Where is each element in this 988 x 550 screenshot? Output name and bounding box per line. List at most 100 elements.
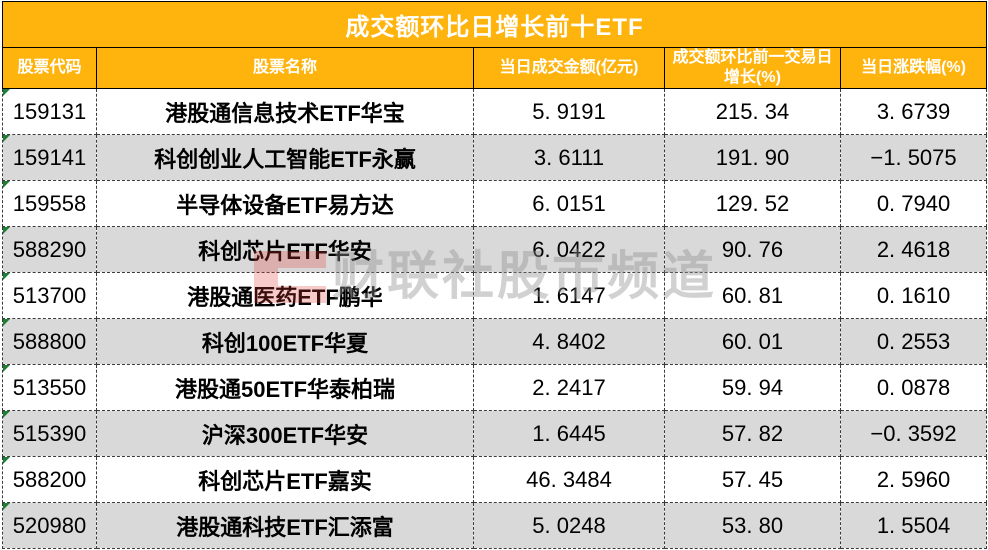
excel-text-indicator-icon [3, 503, 10, 510]
cell-change: −1. 5075 [839, 134, 988, 181]
cell-code-text: 588290 [12, 236, 87, 262]
column-header-growth: 成交额环比前一交易日增长(%) [664, 47, 841, 89]
cell-change-text: 1. 5504 [876, 512, 951, 538]
table-row: 515390 沪深300ETF华安 1. 6445 57. 82 −0. 3592 [2, 410, 988, 457]
cell-change-text: 0. 7940 [876, 190, 951, 216]
cell-name-text: 科创芯片ETF华安 [198, 238, 372, 264]
cell-growth: 59. 94 [664, 364, 841, 411]
column-header-name: 股票名称 [96, 47, 474, 89]
excel-text-indicator-icon [3, 411, 10, 418]
cell-change: 2. 5960 [839, 456, 988, 503]
column-header-amount: 当日成交金额(亿元) [473, 47, 665, 89]
cell-amount-text: 6. 0151 [532, 190, 606, 216]
cell-change: 3. 6739 [839, 88, 988, 135]
cell-growth: 53. 80 [664, 502, 841, 549]
table-row: 588200 科创芯片ETF嘉实 46. 3484 57. 45 2. 5960 [2, 456, 988, 503]
cell-code-text: 513700 [12, 282, 87, 308]
cell-name: 科创创业人工智能ETF永赢 [96, 134, 474, 181]
cell-growth-text: 215. 34 [715, 98, 790, 124]
cell-name: 港股通信息技术ETF华宝 [96, 88, 474, 135]
cell-code: 520980 [2, 502, 97, 549]
cell-change-text: 0. 2553 [876, 328, 951, 354]
excel-text-indicator-icon [3, 319, 10, 326]
cell-code-text: 159131 [12, 98, 87, 124]
cell-change: 1. 5504 [839, 502, 988, 549]
excel-text-indicator-icon [3, 89, 10, 96]
table-row: 159141 科创创业人工智能ETF永赢 3. 6111 191. 90 −1. 507… [2, 134, 988, 181]
cell-code-text: 159558 [12, 190, 87, 216]
cell-name: 沪深300ETF华安 [96, 410, 474, 457]
cell-growth-text: 53. 80 [721, 512, 784, 538]
cell-name: 港股通科技ETF汇添富 [96, 502, 474, 549]
cell-change: 0. 2553 [839, 318, 988, 365]
table-row: 513700 港股通医药ETF鹏华 1. 6147 60. 81 0. 1610 [2, 272, 988, 319]
cell-name: 科创芯片ETF华安 [96, 226, 474, 273]
cell-code: 515390 [2, 410, 97, 457]
cell-amount-text: 3. 6111 [533, 144, 605, 170]
cell-amount: 4. 8402 [473, 318, 665, 365]
cell-change: 0. 7940 [839, 180, 988, 227]
cell-change: 0. 1610 [839, 272, 988, 319]
cell-change: −0. 3592 [839, 410, 988, 457]
cell-change-text: 2. 5960 [876, 466, 951, 492]
cell-name: 科创100ETF华夏 [96, 318, 474, 365]
cell-name-text: 科创芯片ETF嘉实 [198, 468, 372, 494]
excel-text-indicator-icon [3, 457, 10, 464]
cell-code-text: 515390 [12, 420, 87, 446]
cell-growth: 90. 76 [664, 226, 841, 273]
cell-amount: 6. 0422 [473, 226, 665, 273]
cell-amount-text: 1. 6147 [532, 282, 606, 308]
excel-text-indicator-icon [3, 273, 10, 280]
cell-name-text: 港股通信息技术ETF华宝 [165, 100, 405, 126]
cell-code: 159558 [2, 180, 97, 227]
title-row: 成交额环比日增长前十ETF [1, 1, 988, 48]
cell-name: 半导体设备ETF易方达 [96, 180, 474, 227]
cell-name-text: 科创创业人工智能ETF永赢 [154, 146, 416, 172]
cell-growth-text: 90. 76 [721, 236, 784, 262]
cell-name-text: 沪深300ETF华安 [201, 422, 369, 448]
excel-text-indicator-icon [3, 227, 10, 234]
cell-name: 港股通医药ETF鹏华 [96, 272, 474, 319]
cell-change-text: −1. 5075 [870, 144, 957, 170]
column-header-row: 股票代码 股票名称 当日成交金额(亿元) 成交额环比前一交易日增长(%) 当日涨… [2, 47, 988, 89]
cell-amount: 1. 6445 [473, 410, 665, 457]
cell-amount: 2. 2417 [473, 364, 665, 411]
cell-growth-text: 60. 81 [721, 282, 784, 308]
cell-code: 588800 [2, 318, 97, 365]
cell-amount-text: 4. 8402 [532, 328, 606, 354]
cell-growth-text: 57. 45 [721, 466, 784, 492]
table-row: 159558 半导体设备ETF易方达 6. 0151 129. 52 0. 7940 [2, 180, 988, 227]
cell-amount-text: 5. 0248 [532, 512, 606, 538]
table-row: 588800 科创100ETF华夏 4. 8402 60. 01 0. 2553 [2, 318, 988, 365]
cell-amount-text: 2. 2417 [532, 374, 606, 400]
cell-code-text: 520980 [12, 512, 87, 538]
cell-change-text: 2. 4618 [876, 236, 951, 262]
column-header-code: 股票代码 [2, 47, 97, 89]
cell-name-text: 港股通医药ETF鹏华 [187, 284, 383, 310]
excel-text-indicator-icon [3, 181, 10, 188]
cell-growth-text: 57. 82 [721, 420, 784, 446]
cell-growth-text: 59. 94 [721, 374, 784, 400]
cell-amount: 5. 0248 [473, 502, 665, 549]
cell-code: 588290 [2, 226, 97, 273]
cell-name: 港股通50ETF华泰柏瑞 [96, 364, 474, 411]
cell-code-text: 513550 [12, 374, 87, 400]
cell-amount: 1. 6147 [473, 272, 665, 319]
cell-change: 2. 4618 [839, 226, 988, 273]
cell-amount-text: 6. 0422 [532, 236, 606, 262]
cell-growth-text: 129. 52 [715, 190, 790, 216]
cell-code: 159141 [2, 134, 97, 181]
cell-change-text: 0. 1610 [876, 282, 951, 308]
cell-code: 513550 [2, 364, 97, 411]
cell-growth: 129. 52 [664, 180, 841, 227]
cell-code: 159131 [2, 88, 97, 135]
table-row: 520980 港股通科技ETF汇添富 5. 0248 53. 80 1. 5504 [2, 502, 988, 549]
cell-change-text: −0. 3592 [870, 420, 957, 446]
cell-amount: 3. 6111 [473, 134, 665, 181]
table-body: 159131 港股通信息技术ETF华宝 5. 9191 215. 34 3. 6739 1… [2, 88, 988, 549]
cell-code-text: 588800 [12, 328, 87, 354]
cell-name: 科创芯片ETF嘉实 [96, 456, 474, 503]
table-title: 成交额环比日增长前十ETF [1, 1, 988, 48]
